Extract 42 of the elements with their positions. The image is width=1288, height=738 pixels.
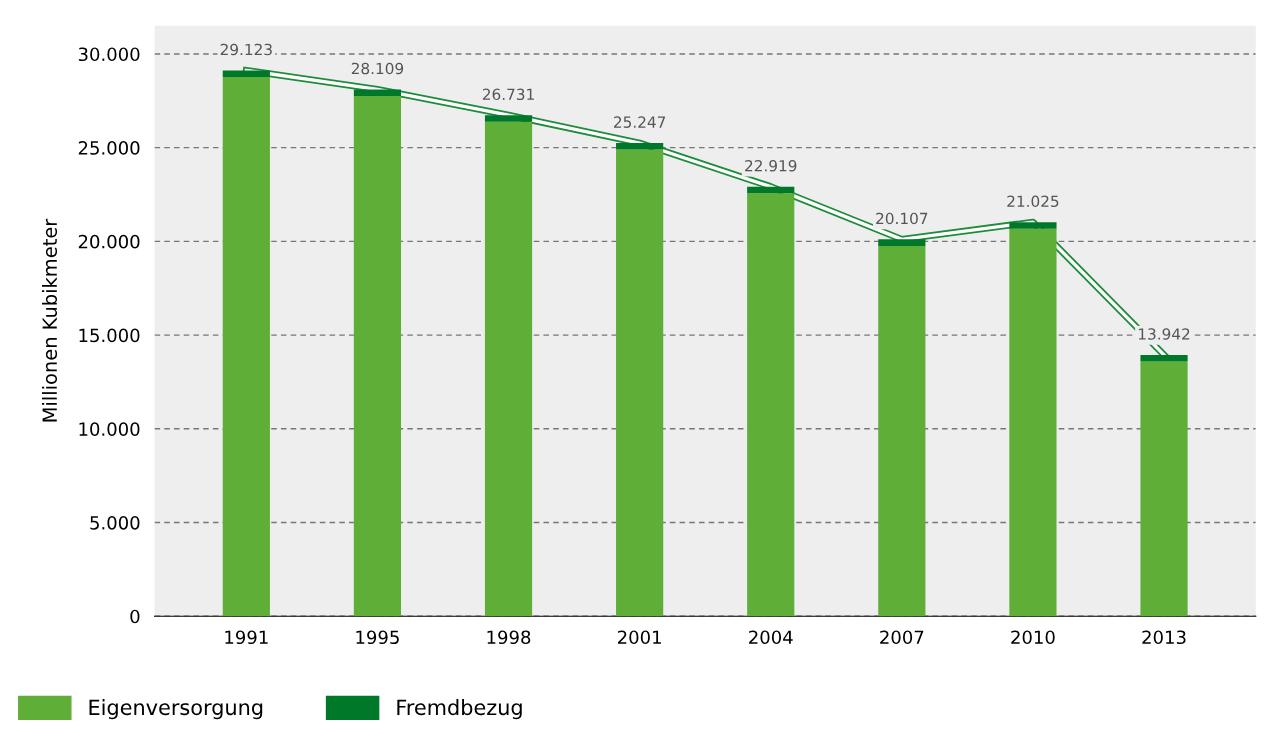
bar: [353, 89, 402, 96]
total-label: 22.919: [745, 159, 797, 172]
x-tick-label: 2013: [1142, 630, 1186, 645]
bar: [1140, 354, 1188, 362]
y-tick-label: 10.000: [79, 422, 140, 436]
bar: [1009, 228, 1057, 617]
y-tick-label: 25.000: [78, 141, 140, 155]
total-label: 20.107: [876, 212, 928, 225]
bar: [1140, 361, 1188, 617]
bar: [616, 143, 664, 150]
bar: [1009, 222, 1057, 229]
bar: [747, 193, 795, 617]
x-tick-label: 2001: [617, 630, 661, 645]
total-label: 25.247: [614, 116, 666, 128]
x-tick-label: 1998: [487, 630, 531, 645]
bar: [484, 121, 533, 617]
y-tick-label: 20.000: [78, 234, 140, 249]
y-tick-label: 0: [130, 609, 140, 624]
bar: [878, 245, 926, 617]
total-label: 13.942: [1138, 328, 1190, 340]
bar: [484, 115, 533, 122]
y-tick-label: 30.000: [78, 47, 140, 62]
x-tick-label: 1995: [356, 630, 399, 645]
x-tick-label: 2010: [1011, 630, 1055, 645]
x-tick-label: 2007: [880, 630, 924, 645]
legend-label: Eigenversorgung: [89, 699, 263, 720]
total-label: 21.025: [1007, 195, 1059, 208]
bar: [222, 70, 270, 77]
bar: [616, 149, 664, 617]
bar: [353, 95, 402, 617]
total-label: 29.123: [220, 43, 272, 56]
legend-label: Fremdbezug: [397, 699, 522, 720]
total-label: 26.731: [482, 88, 534, 101]
x-tick-label: 2004: [749, 630, 793, 645]
bar: [747, 186, 795, 194]
y-axis-title: Millionen Kubikmeter: [42, 218, 58, 422]
bar: [222, 76, 270, 617]
y-tick-label: 5.000: [90, 515, 140, 530]
total-label: 28.109: [351, 62, 404, 75]
bar: [878, 239, 926, 246]
y-tick-label: 15.000: [79, 328, 140, 343]
x-tick-label: 1991: [225, 630, 268, 645]
